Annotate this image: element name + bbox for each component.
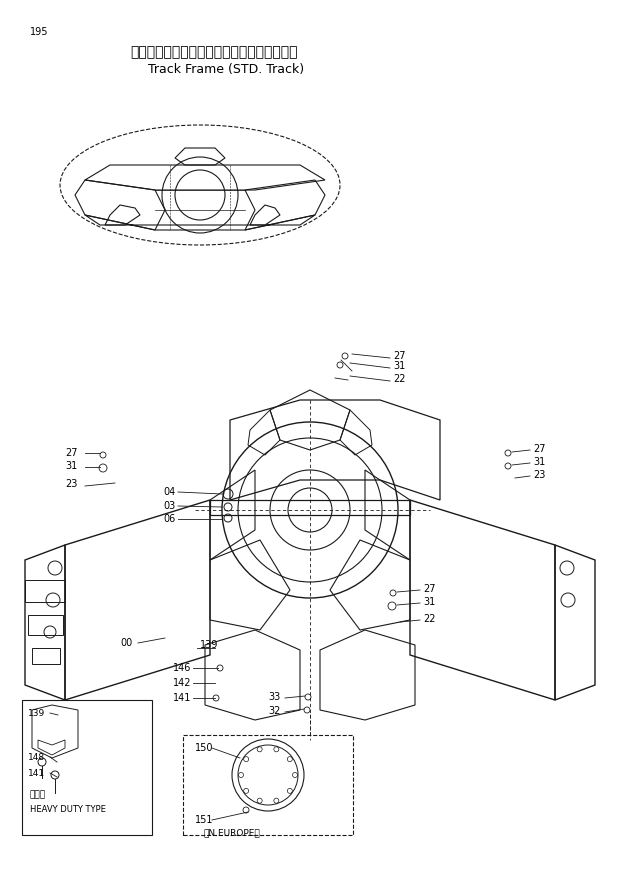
Text: 03: 03 — [163, 501, 175, 511]
Text: 22: 22 — [423, 614, 435, 624]
Bar — [22, 700, 152, 835]
Text: 141: 141 — [28, 768, 45, 778]
Text: 04: 04 — [163, 487, 175, 497]
Text: 27: 27 — [393, 351, 405, 361]
Text: 31: 31 — [393, 361, 405, 371]
Text: 141: 141 — [173, 693, 192, 703]
Text: 148: 148 — [28, 753, 45, 761]
Text: 31: 31 — [423, 597, 435, 607]
Text: 強化形: 強化形 — [30, 790, 46, 800]
Bar — [183, 735, 353, 835]
Text: 06: 06 — [163, 514, 175, 524]
Bar — [32, 648, 60, 664]
Text: 139: 139 — [200, 640, 218, 650]
Text: 139: 139 — [28, 709, 45, 718]
Text: 31: 31 — [533, 457, 545, 467]
Text: トラックフレーム（スタンダードトラック）: トラックフレーム（スタンダードトラック） — [130, 45, 298, 59]
Text: 195: 195 — [30, 27, 48, 37]
Text: 27: 27 — [533, 444, 546, 454]
Text: 27: 27 — [66, 448, 78, 458]
Text: 23: 23 — [66, 479, 78, 489]
Ellipse shape — [60, 125, 340, 245]
Text: 〈N.EUROPE〉: 〈N.EUROPE〉 — [203, 828, 260, 837]
Text: 150: 150 — [195, 743, 213, 753]
Text: 22: 22 — [393, 374, 405, 384]
Text: 00: 00 — [120, 638, 132, 648]
Text: 146: 146 — [173, 663, 192, 673]
Text: 31: 31 — [66, 461, 78, 471]
Text: 33: 33 — [268, 692, 280, 702]
Text: 151: 151 — [195, 815, 213, 825]
Text: 142: 142 — [173, 678, 192, 688]
Text: 27: 27 — [423, 584, 435, 594]
Text: 32: 32 — [268, 706, 280, 716]
Bar — [25, 580, 65, 602]
Text: 23: 23 — [533, 470, 546, 480]
Bar — [28, 615, 63, 635]
Text: HEAVY DUTY TYPE: HEAVY DUTY TYPE — [30, 806, 106, 815]
Text: Track Frame (STD. Track): Track Frame (STD. Track) — [148, 64, 304, 77]
